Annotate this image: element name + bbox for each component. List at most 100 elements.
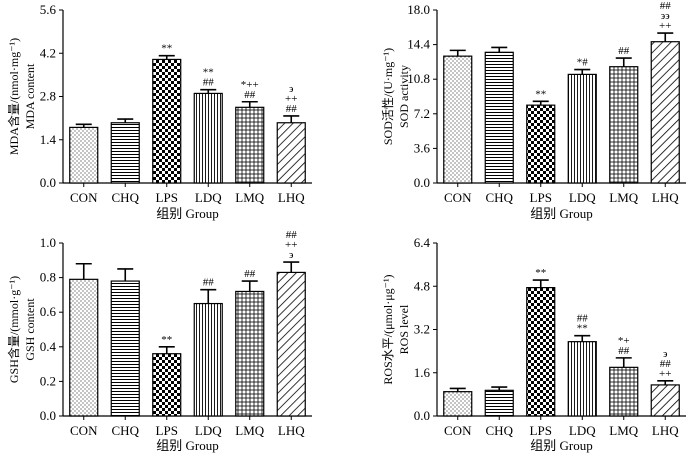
gsh-ylabel-line: GSH content (23, 298, 37, 361)
ros-xtick-label: LHQ (652, 423, 679, 438)
sod-xtick-label: CON (444, 190, 472, 205)
ros-sig-label: *+ (618, 335, 630, 347)
mda-bar-chq (110, 122, 140, 184)
sod-ylabel-line: SOD activity (397, 65, 411, 128)
sod-xtick-label: LPS (530, 190, 552, 205)
mda-ytick-label: 5.6 (40, 2, 57, 17)
sod-xtick-label: LMQ (609, 190, 639, 205)
mda-bar-con (69, 126, 99, 184)
mda-sig-label: ## (203, 77, 215, 89)
gsh-ytick-label: 0.4 (40, 339, 57, 354)
mda-sig-label: ** (203, 67, 214, 79)
gsh-xtick-label: LDQ (195, 423, 222, 438)
ros-ytick-label: 3.2 (414, 322, 430, 337)
sod-bar-lmq (609, 66, 639, 184)
sod-sig-label: *# (577, 57, 589, 69)
ros-xtick-label: LPS (530, 423, 552, 438)
ros-ytick-label: 6.4 (414, 235, 431, 250)
gsh-bar-lhq (276, 271, 306, 417)
panel-mda: 0.0 1.4 2.8 4.2 5.6 MDA含量/(nmol·mg⁻¹) MDA cont… (6, 2, 312, 221)
sod-ytick-label: 3.6 (414, 140, 431, 155)
panel-ros: 0.0 1.6 3.2 4.8 6.4 ROS水平/(μmol·μg⁻¹) ROS leve… (381, 235, 686, 453)
gsh-xtick-label: LPS (156, 423, 178, 438)
sod-sig-label: ++ (659, 20, 671, 32)
mda-xtick-label: LDQ (195, 190, 222, 205)
sod-bar-con (443, 55, 473, 184)
ros-xtick-label: CON (444, 423, 472, 438)
mda-xtick-label: LMQ (235, 190, 265, 205)
sod-xtick-label: LDQ (569, 190, 596, 205)
gsh-xlabel: 组别 Group (156, 438, 218, 453)
mda-bar-ldq (193, 92, 223, 184)
ros-bar-con (443, 391, 473, 417)
mda-sig-label: ϶ (289, 83, 294, 95)
gsh-ytick-label: 0.6 (40, 304, 57, 319)
ros-xtick-label: CHQ (486, 423, 514, 438)
ros-ytick-label: 0.0 (414, 408, 430, 423)
sod-xlabel: 组别 Group (530, 206, 592, 221)
gsh-sig-label: ## (244, 268, 256, 280)
sod-sig-label: ## (618, 45, 630, 57)
ros-sig-label: ϶ (663, 348, 668, 360)
ros-ytick-label: 4.8 (414, 278, 430, 293)
ros-xlabel: 组别 Group (530, 438, 592, 453)
sod-ytick-label: 18.0 (407, 2, 430, 17)
gsh-bar-chq (110, 280, 140, 417)
ros-bar-lhq (650, 384, 680, 417)
mda-sig-label: *++ (241, 79, 259, 91)
sod-ytick-label: 7.2 (414, 106, 430, 121)
mda-xtick-label: CON (70, 190, 98, 205)
mda-ylabel-line: MDA含量/(nmol·mg⁻¹) (6, 38, 21, 155)
mda-bar-lps (152, 58, 182, 184)
mda-bar-lmq (235, 106, 265, 184)
gsh-sig-label: ϶ (289, 249, 294, 261)
sod-ylabel-line: SOD活性/(U·mg⁻¹) (381, 48, 395, 145)
mda-xtick-label: LPS (156, 190, 178, 205)
gsh-ytick-label: 1.0 (40, 235, 56, 250)
gsh-ylabel-line: GSH含量/(mmol·g⁻¹) (6, 276, 21, 383)
mda-ytick-label: 0.0 (40, 175, 56, 190)
sod-bar-ldq (567, 73, 597, 184)
mda-sig-label: ** (161, 43, 172, 55)
mda-xlabel: 组别 Group (156, 206, 218, 221)
mda-ytick-label: 4.2 (40, 45, 56, 60)
gsh-bar-con (69, 278, 99, 417)
ros-bar-ldq (567, 341, 597, 417)
gsh-xtick-label: CON (70, 423, 98, 438)
gsh-ytick-label: 0.8 (40, 270, 56, 285)
ros-sig-label: ** (535, 267, 546, 279)
mda-sig-label: ## (244, 89, 256, 101)
ros-xtick-label: LDQ (569, 423, 596, 438)
gsh-sig-label: ## (286, 229, 298, 241)
sod-bar-lhq (650, 41, 680, 184)
ros-xtick-label: LMQ (609, 423, 639, 438)
sod-sig-label: ϶϶ (661, 10, 670, 22)
sod-bar-lps (526, 104, 556, 184)
gsh-ytick-label: 0.2 (40, 373, 56, 388)
sod-sig-label: ** (535, 88, 546, 100)
ros-bar-chq (484, 389, 514, 417)
ros-ytick-label: 1.6 (414, 365, 431, 380)
sod-sig-label: ## (660, 0, 672, 12)
ros-sig-label: ## (577, 313, 589, 325)
mda-xtick-label: CHQ (112, 190, 140, 205)
ros-sig-label: ## (618, 345, 630, 357)
ros-sig-label: ** (577, 323, 588, 335)
panel-sod: 0.0 3.6 7.2 10.8 14.4 18.0 SOD活性/(U·mg⁻¹) SOD a… (381, 0, 686, 221)
ros-bar-lps (526, 287, 556, 417)
mda-ytick-label: 1.4 (40, 132, 57, 147)
gsh-bar-lps (152, 353, 182, 417)
mda-bar-lhq (276, 122, 306, 184)
ros-ylabel-line: ROS level (397, 304, 411, 354)
gsh-bar-lmq (235, 290, 265, 417)
gsh-ytick-label: 0.0 (40, 408, 56, 423)
gsh-xtick-label: LMQ (235, 423, 265, 438)
sod-ytick-label: 10.8 (407, 71, 430, 86)
sod-bar-chq (484, 51, 514, 184)
mda-xtick-label: LHQ (278, 190, 305, 205)
mda-ylabel-line: MDA content (23, 63, 37, 129)
gsh-bar-ldq (193, 302, 223, 417)
sod-ytick-label: 0.0 (414, 175, 430, 190)
panel-gsh: 0.0 0.2 0.4 0.6 0.8 1.0 GSH含量/(mmol·g⁻¹) GSH co… (6, 229, 312, 453)
